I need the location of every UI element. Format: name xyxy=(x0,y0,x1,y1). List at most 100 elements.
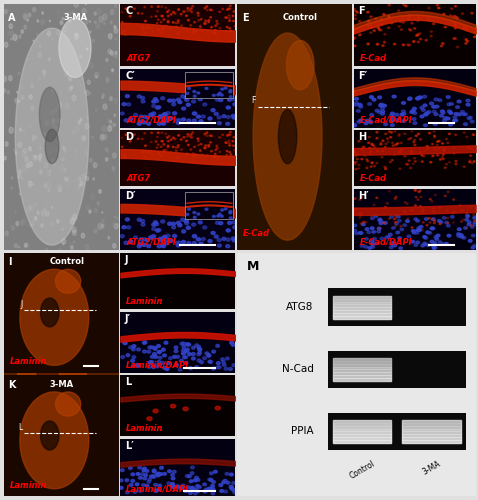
Ellipse shape xyxy=(194,22,196,23)
Text: E: E xyxy=(242,14,248,24)
Ellipse shape xyxy=(435,194,436,196)
Ellipse shape xyxy=(426,244,430,246)
Ellipse shape xyxy=(169,356,172,360)
Ellipse shape xyxy=(229,152,230,153)
Text: D′: D′ xyxy=(125,191,136,201)
Ellipse shape xyxy=(198,352,201,354)
Ellipse shape xyxy=(226,482,230,484)
Ellipse shape xyxy=(385,236,388,239)
Ellipse shape xyxy=(149,236,153,239)
Ellipse shape xyxy=(173,234,177,238)
Ellipse shape xyxy=(162,120,165,123)
Ellipse shape xyxy=(29,95,33,99)
Ellipse shape xyxy=(353,224,357,227)
Ellipse shape xyxy=(366,24,369,25)
Ellipse shape xyxy=(152,469,156,472)
Ellipse shape xyxy=(461,210,463,211)
Ellipse shape xyxy=(459,234,463,236)
Polygon shape xyxy=(20,392,89,488)
Ellipse shape xyxy=(464,113,467,116)
Ellipse shape xyxy=(85,3,87,5)
Ellipse shape xyxy=(371,243,374,246)
Ellipse shape xyxy=(157,132,159,134)
Ellipse shape xyxy=(384,146,386,148)
Ellipse shape xyxy=(380,19,382,20)
Text: J: J xyxy=(125,255,129,265)
Ellipse shape xyxy=(211,150,212,152)
Ellipse shape xyxy=(419,32,421,34)
Ellipse shape xyxy=(456,232,460,235)
Ellipse shape xyxy=(164,116,168,118)
Ellipse shape xyxy=(23,148,27,153)
Ellipse shape xyxy=(161,6,163,8)
Ellipse shape xyxy=(176,356,180,358)
Ellipse shape xyxy=(157,144,159,145)
Ellipse shape xyxy=(369,121,373,124)
Ellipse shape xyxy=(5,231,8,235)
Ellipse shape xyxy=(367,160,369,162)
Ellipse shape xyxy=(161,97,165,100)
Ellipse shape xyxy=(18,100,20,102)
Ellipse shape xyxy=(126,491,129,494)
Ellipse shape xyxy=(175,119,179,122)
Ellipse shape xyxy=(114,28,118,33)
Ellipse shape xyxy=(413,112,417,114)
Ellipse shape xyxy=(21,86,23,88)
Ellipse shape xyxy=(178,224,182,227)
Ellipse shape xyxy=(404,133,406,134)
Ellipse shape xyxy=(136,472,140,476)
Ellipse shape xyxy=(430,227,434,230)
Ellipse shape xyxy=(54,108,57,112)
Ellipse shape xyxy=(433,23,435,24)
Ellipse shape xyxy=(222,360,225,364)
Ellipse shape xyxy=(8,32,10,35)
Ellipse shape xyxy=(173,356,176,358)
Ellipse shape xyxy=(191,11,193,13)
Ellipse shape xyxy=(157,106,161,108)
Ellipse shape xyxy=(439,223,441,224)
Ellipse shape xyxy=(399,21,402,22)
Ellipse shape xyxy=(405,164,407,165)
Ellipse shape xyxy=(156,22,158,24)
Ellipse shape xyxy=(196,238,200,241)
Ellipse shape xyxy=(449,102,454,106)
Ellipse shape xyxy=(148,346,152,349)
Ellipse shape xyxy=(384,206,386,208)
Ellipse shape xyxy=(229,486,233,488)
Text: F: F xyxy=(251,96,255,104)
Ellipse shape xyxy=(45,129,59,164)
Ellipse shape xyxy=(170,485,174,488)
Ellipse shape xyxy=(192,152,194,154)
Ellipse shape xyxy=(52,100,53,101)
Ellipse shape xyxy=(121,32,123,34)
Ellipse shape xyxy=(211,232,215,234)
Ellipse shape xyxy=(443,147,445,148)
Ellipse shape xyxy=(145,238,150,242)
Bar xyxy=(333,304,391,308)
Ellipse shape xyxy=(397,220,401,222)
Ellipse shape xyxy=(43,70,46,74)
Ellipse shape xyxy=(29,146,32,151)
Ellipse shape xyxy=(379,222,383,224)
Ellipse shape xyxy=(53,120,56,124)
Ellipse shape xyxy=(208,144,210,146)
Ellipse shape xyxy=(199,120,203,122)
Ellipse shape xyxy=(28,224,30,226)
Ellipse shape xyxy=(163,144,165,145)
Ellipse shape xyxy=(197,12,199,14)
Ellipse shape xyxy=(232,140,234,142)
Ellipse shape xyxy=(226,357,229,360)
Ellipse shape xyxy=(149,113,153,116)
Ellipse shape xyxy=(395,225,397,226)
Ellipse shape xyxy=(173,112,177,114)
Ellipse shape xyxy=(209,9,211,11)
Ellipse shape xyxy=(178,135,179,136)
Ellipse shape xyxy=(212,367,216,370)
Ellipse shape xyxy=(453,16,456,17)
Ellipse shape xyxy=(114,26,116,29)
Ellipse shape xyxy=(114,124,116,126)
Bar xyxy=(333,426,391,428)
Ellipse shape xyxy=(370,32,372,34)
Ellipse shape xyxy=(160,155,162,156)
Ellipse shape xyxy=(175,242,179,244)
